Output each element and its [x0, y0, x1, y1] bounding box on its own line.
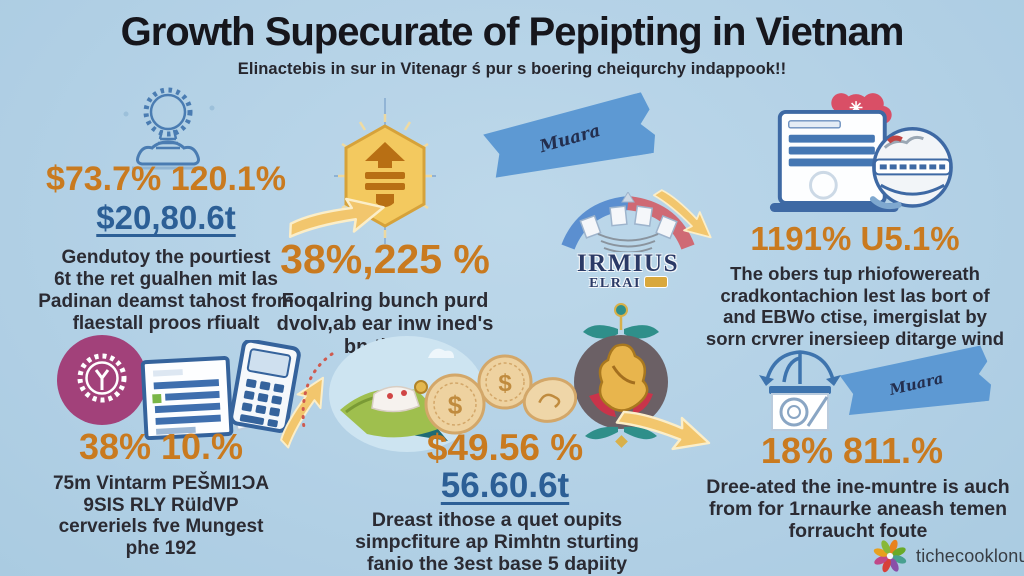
ribbon-label: Muara	[537, 120, 603, 158]
description-line: simpcfiture ap Rimhtn sturting	[355, 531, 639, 553]
gear-trophy-icon	[108, 86, 228, 170]
description-line: Dree-ated the ine-muntre is auch	[706, 476, 1010, 498]
harvest-emblem-icon	[556, 296, 686, 448]
description-line: dvolv,ab ear inw ined's	[276, 313, 494, 335]
description-bottom-left: 75m Vintarm PEŠMI1ƆA 9SIS RLY RüldVP cer…	[0, 473, 322, 559]
description-top-left: Gendutoy the pourtiest 6t the ret gualhe…	[5, 247, 327, 335]
arrow-icon	[642, 176, 723, 256]
emblem-subtitle: ELRAI	[553, 276, 703, 292]
document-icon	[138, 356, 238, 441]
description-line: Foqalring bunch purd	[281, 290, 489, 312]
description-line: forraucht foute	[788, 520, 928, 542]
gear-circle-icon	[56, 334, 148, 426]
description-line: phe 192	[125, 537, 197, 559]
description-line: 9SIS RLY RüldVP	[83, 494, 239, 516]
arrow-icon	[280, 187, 395, 253]
ribbon-label: Muara	[887, 369, 945, 399]
gold-hex-badge-icon	[320, 96, 450, 246]
description-line: Dreast ithose a quet oupits	[371, 509, 623, 531]
page-title: Growth Supecurate of Pepipting in Vietna…	[120, 10, 905, 54]
arrow-icon	[607, 392, 721, 471]
stadium-arch-icon	[553, 191, 703, 254]
svg-text:$: $	[498, 370, 512, 397]
coins-icon: $ $	[405, 352, 578, 438]
page-subtitle: Elinactebis in sur in Vitenagr ś pur s b…	[237, 60, 787, 78]
calculator-icon	[224, 338, 308, 436]
globe-arrows-box-icon	[752, 346, 847, 438]
brand-logo: tichecooklonu	[872, 538, 1024, 574]
description-bottom-middle: Dreast ithose a quet oupits simpcfiture …	[287, 509, 707, 575]
description-line: fanio the 3est base 5 dapiity	[366, 553, 628, 575]
description-line: cradkontachion lest las bort of	[720, 284, 990, 306]
description-line: Gendutoy the pourtiest	[61, 247, 271, 268]
description-line: 6t the ret gualhen mit las	[54, 269, 278, 290]
description-line: and EBWo ctise, imergislat by	[723, 306, 987, 327]
description-top-right: The obers tup rhiofowereath cradkontachi…	[683, 263, 1024, 349]
emblem-title: IRMIUS	[576, 250, 680, 277]
stat-primary: 1191% U5.1%	[750, 220, 960, 257]
ribbon-banner: Muara	[839, 345, 994, 423]
description-line: The obers tup rhiofowereath	[730, 263, 980, 284]
stat-primary: 38%,225 %	[280, 236, 490, 282]
description-line: 75m Vintarm PEŠMI1ƆA	[52, 473, 270, 494]
arrow-icon	[265, 365, 346, 458]
dotted-arc-icon	[292, 350, 338, 432]
brand-name: tichecooklonu	[916, 545, 1024, 566]
stat-primary: $73.7% 120.1%	[45, 160, 287, 198]
stat-primary: $49.56 %	[426, 427, 584, 468]
stat-primary: 38% 10.%	[78, 426, 244, 467]
stat-primary: 18% 811.%	[760, 430, 944, 471]
laptop-document-globe-icon	[762, 90, 960, 224]
description-line: sorn crvrer inersieep ditarge wind	[705, 327, 1005, 349]
description-line: Padinan deamst tahost from	[38, 291, 294, 312]
pinwheel-icon	[873, 539, 907, 573]
gold-chip	[644, 277, 667, 287]
stat-secondary: 56.60.6t	[440, 466, 570, 505]
description-line: cerveriels fve Mungest	[58, 516, 264, 537]
svg-text:$: $	[448, 390, 463, 420]
ribbon-banner: Muara	[481, 91, 658, 187]
description-line: flaestall proos rfiualt	[72, 313, 260, 334]
description-line: from for 1rnaurke aneash temen	[708, 498, 1007, 520]
description-bottom-right: Dree-ated the ine-muntre is auch from fo…	[688, 476, 1024, 542]
stat-secondary: $20,80.6t	[96, 199, 236, 236]
